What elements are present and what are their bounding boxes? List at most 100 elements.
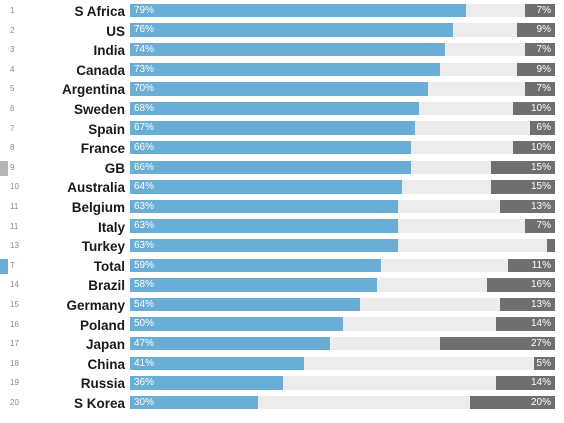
rank-label: 7 [10,123,15,133]
positive-bar: 70% [130,82,428,96]
country-label: Australia [67,180,125,196]
rank-label: 15 [10,300,19,309]
country-label: Italy [97,219,125,235]
positive-value-label: 36% [134,377,155,389]
positive-bar: 47% [130,336,330,351]
bar-track: 58% 16% [130,278,555,292]
bar-track: 50% 14% [130,317,555,331]
chart-row: 17 Japan 47% 27% [0,335,564,355]
rank-label: 2 [10,25,15,35]
row-marker [0,258,8,274]
country-label: Total [93,258,125,274]
positive-value-label: 73% [134,63,155,75]
positive-value-label: 64% [134,181,155,193]
positive-bar: 66% [130,160,411,174]
chart-row: 2 US 76% 9% [0,22,564,42]
chart-row: 11 Belgium 63% 13% [0,198,564,218]
negative-bar [516,62,555,76]
chart-row: 9 GB 66% 15% [0,159,564,179]
negative-value-label: 16% [530,279,551,291]
positive-value-label: 68% [134,102,155,114]
negative-value-label: 13% [530,200,551,212]
negative-bar [470,395,555,410]
positive-value-label: 54% [134,298,155,310]
negative-bar [508,258,555,272]
chart-row: 4 Canada 73% 9% [0,61,564,81]
rank-label: 16 [10,319,19,329]
positive-bar: 66% [130,140,411,155]
bar-track: 70% 7% [130,82,555,96]
positive-value-label: 66% [134,141,155,153]
chart-row: 8 France 66% 10% [0,139,564,159]
positive-value-label: 66% [134,161,155,173]
bar-track: 66% 10% [130,140,555,155]
positive-bar: 79% [130,3,466,18]
negative-value-label: 14% [530,377,551,389]
bar-track: 74% 7% [130,42,555,57]
negative-value-label: 5% [536,357,551,369]
country-label: Argentina [61,82,125,98]
rank-label: 1 [10,6,15,15]
bar-track: 59% 11% [130,258,555,272]
positive-value-label: 58% [134,279,155,291]
negative-value-label: 10% [530,102,551,114]
rank-label: 14 [10,280,19,290]
positive-value-label: 76% [134,24,155,36]
positive-value-label: 67% [134,122,155,134]
positive-value-label: 70% [134,83,155,95]
positive-bar: 63% [130,219,398,233]
negative-bar [525,82,555,96]
bar-track: 47% 27% [130,336,555,351]
country-label: Turkey [81,239,125,255]
rank-label: 9 [10,162,15,172]
negative-bar [516,23,555,37]
chart-row: 13 Turkey 63% [0,237,564,257]
country-label: France [80,141,125,157]
bar-track: 73% 9% [130,62,555,76]
country-label: S Korea [73,396,125,411]
bar-track: 36% 14% [130,376,555,390]
negative-bar [525,42,555,57]
negative-value-label: 10% [530,141,551,153]
positive-value-label: 59% [134,259,155,271]
negative-bar [491,160,555,174]
rank-label: 4 [10,64,15,74]
chart-row: 20 S Korea 30% 20% [0,394,564,414]
negative-bar [491,180,555,194]
rank-label: 17 [10,339,19,349]
chart-row: 10 Australia 64% 15% [0,178,564,198]
negative-bar [499,199,555,214]
chart-row: 1 S Africa 79% 7% [0,2,564,22]
positive-bar: 54% [130,297,360,312]
bar-track: 63% [130,238,555,253]
negative-bar [495,376,555,390]
country-label: India [93,43,125,59]
negative-bar [512,140,555,155]
rank-label: T [10,260,15,270]
rank-label: 6 [10,104,15,113]
rank-label: 11 [10,221,19,231]
negative-bar [512,101,555,116]
positive-value-label: 63% [134,200,155,212]
country-label: Spain [88,121,125,137]
negative-value-label: 9% [536,63,551,75]
negative-value-label: 11% [531,259,551,271]
positive-bar: 36% [130,376,283,390]
positive-value-label: 63% [134,220,155,232]
chart-row: 7 Spain 67% 6% [0,120,564,140]
positive-value-label: 41% [134,357,155,369]
negative-value-label: 7% [536,220,551,232]
country-label: GB [104,160,125,176]
bar-track: 30% 20% [130,395,555,410]
rank-label: 10 [10,182,19,192]
chart-row: 19 Russia 36% 14% [0,374,564,394]
rank-label: 8 [10,143,15,153]
positive-value-label: 63% [134,239,155,251]
positive-bar: 63% [130,199,398,214]
positive-bar: 73% [130,62,441,76]
country-label: US [106,23,125,39]
chart-row: T Total 59% 11% [0,257,564,277]
positive-value-label: 50% [134,318,155,330]
negative-value-label: 27% [530,337,551,349]
